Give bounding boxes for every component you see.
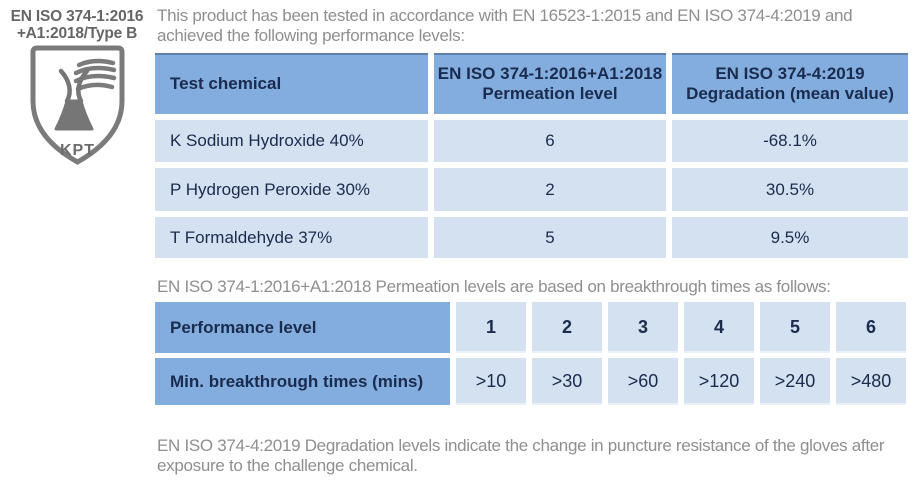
column-header-label: Test chemical	[170, 73, 282, 93]
chemical-name-cell: T Formaldehyde 37%	[155, 217, 428, 258]
performance-level-cell: 5	[760, 302, 830, 353]
performance-level-cell: 3	[608, 302, 678, 353]
column-header-label: EN ISO 374-4:2019 Degradation (mean valu…	[686, 64, 894, 104]
column-header-label: EN ISO 374-1:2016+A1:2018 Permeation lev…	[438, 64, 662, 104]
row-header-performance-level: Performance level	[155, 302, 450, 353]
breakthrough-time-cell: >30	[532, 358, 602, 405]
breakthrough-time-cell: >480	[836, 358, 906, 405]
header-line1: EN ISO 374-4:2019	[715, 63, 865, 83]
breakthrough-note: EN ISO 374-1:2016+A1:2018 Permeation lev…	[157, 277, 831, 296]
header-line1: EN ISO 374-1:2016+A1:2018	[437, 63, 663, 83]
chemical-name-cell: P Hydrogen Peroxide 30%	[155, 168, 428, 211]
breakthrough-time-cell: >240	[760, 358, 830, 405]
standard-name-line1: EN ISO 374-1:2016	[10, 8, 144, 25]
breakthrough-time-cell: >120	[684, 358, 754, 405]
permeation-level-cell: 5	[434, 217, 666, 258]
row-header-breakthrough-times: Min. breakthrough times (mins)	[155, 358, 450, 405]
degradation-value-cell: 9.5%	[672, 217, 908, 258]
permeation-level-cell: 2	[434, 168, 666, 211]
performance-levels-table: Performance level 1 2 3 4 5 6 Min. break…	[155, 302, 906, 405]
degradation-value-cell: -68.1%	[672, 120, 908, 162]
permeation-degradation-table: Test chemical EN ISO 374-1:2016+A1:2018 …	[155, 53, 908, 258]
header-line2: Permeation level	[482, 83, 618, 103]
badge-code-label: KPT	[60, 142, 95, 159]
certification-badge: EN ISO 374-1:2016 +A1:2018/Type B KPT	[2, 8, 152, 172]
intro-paragraph: This product has been tested in accordan…	[157, 6, 853, 45]
shield-outline	[30, 45, 124, 165]
header-line2: Degradation (mean value)	[686, 83, 894, 103]
column-header-test-chemical: Test chemical	[155, 53, 428, 114]
column-header-permeation: EN ISO 374-1:2016+A1:2018 Permeation lev…	[434, 53, 666, 114]
performance-level-cell: 4	[684, 302, 754, 353]
degradation-note: EN ISO 374-4:2019 Degradation levels ind…	[157, 436, 885, 475]
degradation-value-cell: 30.5%	[672, 168, 908, 211]
chemical-name-cell: K Sodium Hydroxide 40%	[155, 120, 428, 162]
performance-level-cell: 1	[456, 302, 526, 353]
flask-icon	[54, 68, 93, 131]
performance-level-cell: 2	[532, 302, 602, 353]
performance-level-cell: 6	[836, 302, 906, 353]
column-header-degradation: EN ISO 374-4:2019 Degradation (mean valu…	[672, 53, 908, 114]
chemical-hazard-flask-shield-icon: KPT	[30, 45, 124, 165]
breakthrough-time-cell: >60	[608, 358, 678, 405]
permeation-level-cell: 6	[434, 120, 666, 162]
breakthrough-time-cell: >10	[456, 358, 526, 405]
standard-name-line2: +A1:2018/Type B	[16, 25, 138, 42]
